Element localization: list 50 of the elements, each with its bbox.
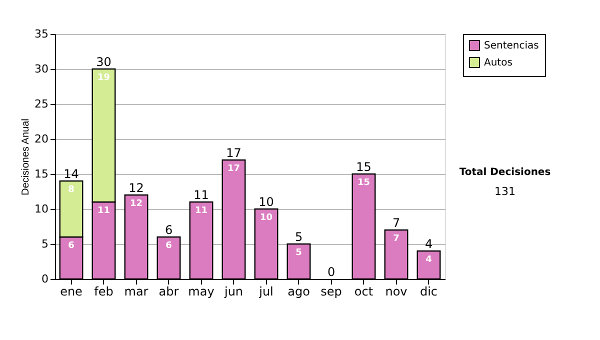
data-label: 5 — [296, 248, 302, 258]
x-tick-label: nov — [385, 284, 408, 298]
total-label: 15 — [356, 160, 372, 174]
x-tick-label: feb — [94, 284, 114, 298]
data-label: 8 — [68, 185, 74, 195]
total-label: 10 — [258, 195, 274, 209]
y-tick-label: 10 — [34, 202, 48, 216]
data-label: 11 — [194, 206, 208, 216]
total-label: 11 — [194, 188, 209, 202]
y-tick-label: 0 — [42, 272, 48, 286]
x-tick-label: dic — [420, 284, 438, 298]
data-label: 17 — [227, 164, 240, 174]
y-tick-label: 25 — [34, 98, 48, 110]
total-label: 5 — [294, 230, 303, 244]
total-label: 4 — [424, 237, 433, 251]
x-tick-label: may — [188, 284, 214, 298]
y-tick-label: 15 — [34, 168, 48, 180]
data-label: 4 — [426, 255, 432, 265]
total-label: 12 — [128, 181, 144, 195]
y-tick-label: 5 — [42, 238, 48, 250]
total-label: 0 — [327, 265, 336, 279]
y-tick-label: 20 — [34, 132, 48, 146]
x-tick-label: mar — [124, 284, 148, 298]
data-label: 6 — [68, 241, 74, 251]
text: 131 — [494, 185, 516, 198]
total-label: 6 — [164, 223, 173, 237]
x-tick-label: jul — [258, 284, 274, 298]
total-label: 30 — [96, 55, 112, 69]
data-label: 7 — [393, 234, 400, 244]
legend-label: Sentencias — [484, 40, 539, 52]
data-label: 10 — [260, 213, 273, 223]
total-label: 7 — [392, 216, 400, 230]
y-tick-label: 35 — [34, 28, 48, 40]
x-tick-label: abr — [158, 284, 179, 298]
total-label: 17 — [226, 146, 242, 160]
x-tick-label: ene — [60, 284, 82, 298]
legend-label: Autos — [484, 58, 512, 68]
data-label: 6 — [166, 241, 172, 251]
data-label: 15 — [357, 178, 370, 188]
y-tick-label: 30 — [34, 62, 48, 76]
total-label: 14 — [64, 167, 79, 181]
x-tick-label: oct — [354, 284, 374, 298]
x-tick-label: ago — [288, 284, 310, 298]
x-tick-label: jun — [223, 284, 244, 298]
x-tick-label: sep — [320, 284, 342, 298]
data-label: 11 — [97, 206, 110, 216]
y-axis-title: Decisiones Anual — [20, 118, 32, 196]
data-label: 19 — [97, 73, 110, 83]
data-label: 12 — [130, 199, 143, 209]
text: Total Decisiones — [459, 167, 551, 178]
